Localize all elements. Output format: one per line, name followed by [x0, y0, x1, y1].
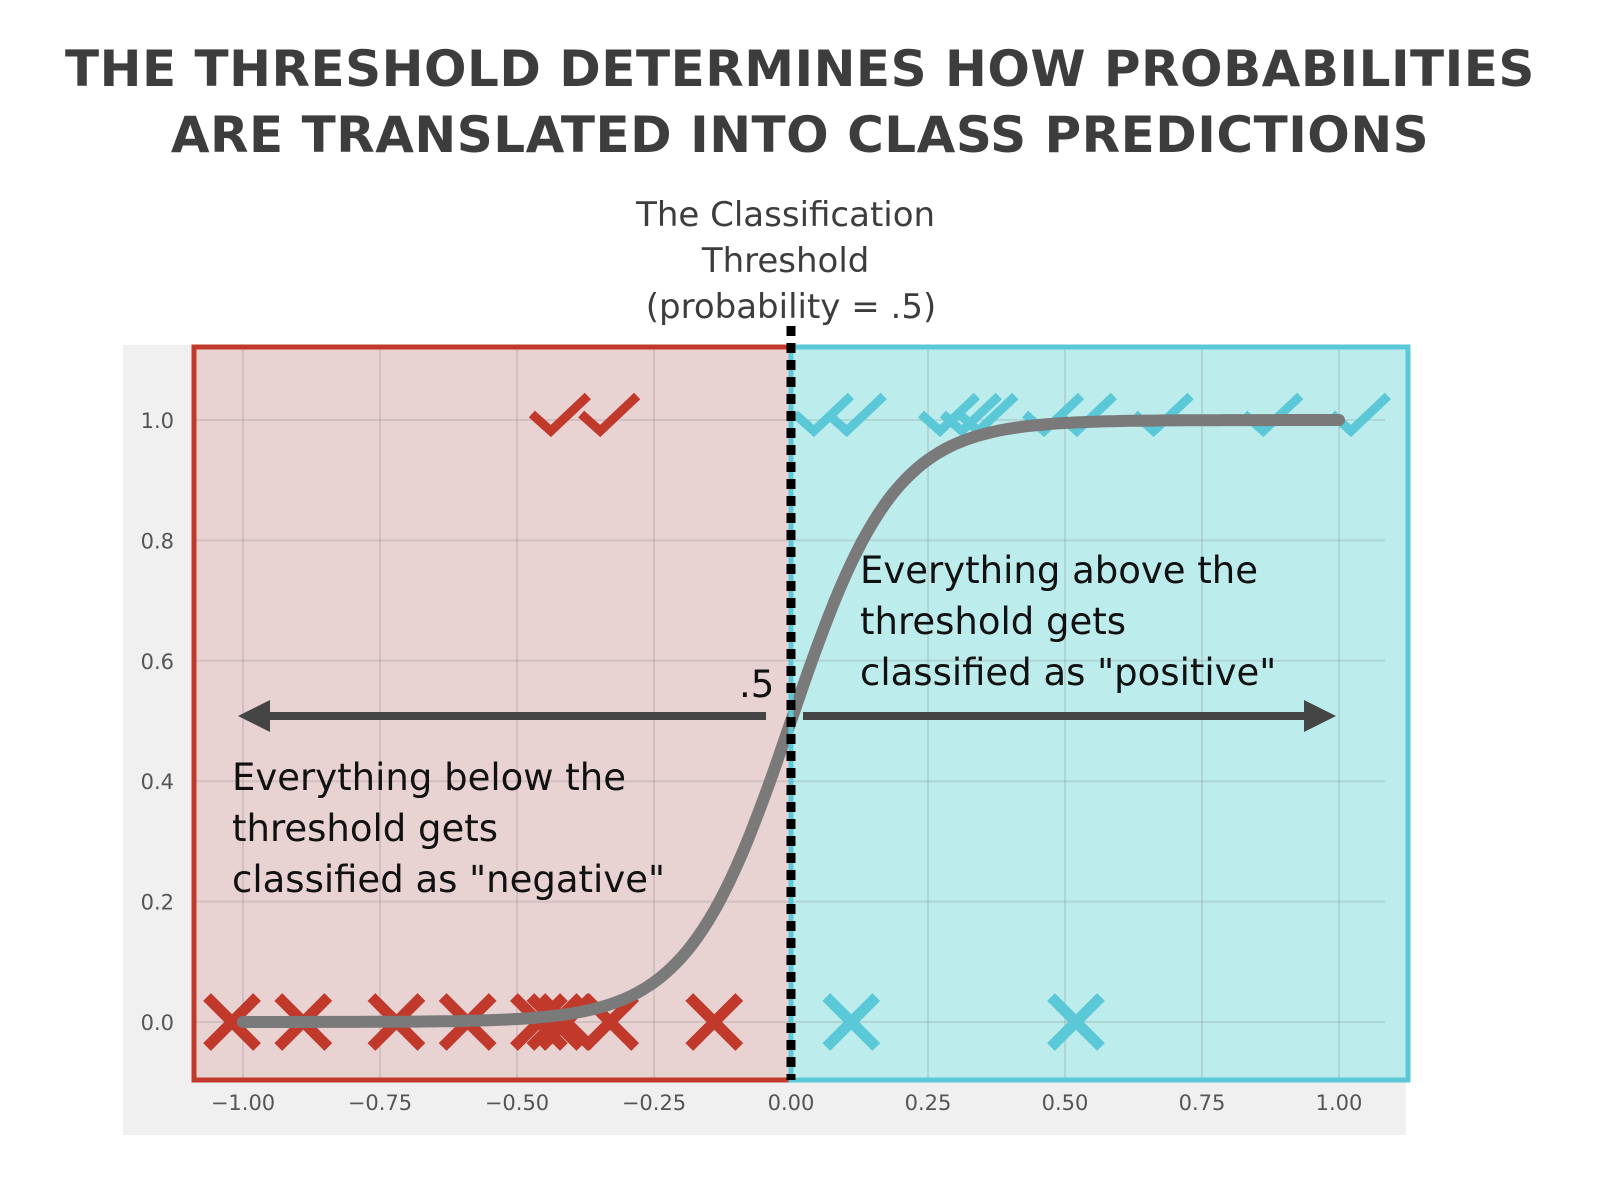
threshold-label-line-3: (probability = .5)	[646, 287, 936, 327]
positive-annotation: Everything above the threshold gets clas…	[860, 549, 1276, 694]
check-marker	[578, 392, 641, 438]
x-tick-label: 0.25	[905, 1091, 952, 1115]
threshold-label: The Classification Threshold (probabilit…	[635, 195, 946, 327]
positive-annotation-line-3: classified as "positive"	[860, 651, 1276, 694]
cross-marker	[822, 993, 881, 1051]
y-axis-tick-labels: 0.0 0.2 0.4 0.6 0.8 1.0	[141, 409, 174, 1035]
check-marker	[791, 392, 854, 438]
positive-region-border	[788, 344, 1411, 1083]
x-tick-label: 0.75	[1179, 1091, 1226, 1115]
negative-annotation-line-1: Everything below the	[232, 756, 626, 799]
positive-annotation-line-2: threshold gets	[860, 600, 1126, 643]
arrow-left-head	[238, 700, 270, 732]
threshold-label-line-1: The Classification	[635, 195, 935, 235]
check-marker	[917, 392, 981, 438]
threshold-label-line-2: Threshold	[701, 241, 870, 281]
y-tick-label: 0.4	[141, 770, 174, 794]
y-tick-label: 0.8	[141, 529, 174, 553]
negative-annotation: Everything below the threshold gets clas…	[232, 756, 665, 901]
x-tick-label: −1.00	[211, 1091, 275, 1115]
y-tick-label: 0.0	[141, 1011, 174, 1035]
title-line-1: THE THRESHOLD DETERMINES HOW PROBABILITI…	[65, 40, 1535, 98]
cross-marker	[203, 993, 261, 1051]
half-label: .5	[739, 663, 774, 706]
y-tick-label: 0.6	[141, 650, 174, 674]
x-tick-label: −0.25	[622, 1091, 686, 1115]
x-tick-label: 0.50	[1042, 1091, 1089, 1115]
cross-marker	[1047, 993, 1105, 1051]
check-marker	[824, 392, 887, 438]
x-tick-label: −0.75	[348, 1091, 412, 1115]
check-marker	[939, 392, 1002, 438]
negative-annotation-line-2: threshold gets	[232, 807, 498, 850]
x-tick-label: 0.00	[768, 1091, 815, 1115]
check-marker	[528, 392, 591, 438]
y-tick-label: 0.2	[141, 891, 174, 915]
positive-annotation-line-1: Everything above the	[860, 549, 1258, 592]
arrow-right	[803, 700, 1336, 732]
negative-annotation-line-3: classified as "negative"	[232, 858, 665, 901]
page-title: THE THRESHOLD DETERMINES HOW PROBABILITI…	[0, 36, 1600, 168]
x-tick-label: 1.00	[1316, 1091, 1363, 1115]
arrow-left	[238, 700, 766, 732]
arrow-right-head	[1304, 700, 1336, 732]
cross-marker	[685, 993, 744, 1051]
title-line-2: ARE TRANSLATED INTO CLASS PREDICTIONS	[170, 106, 1430, 164]
x-tick-label: −0.50	[485, 1091, 549, 1115]
y-tick-label: 1.0	[141, 409, 174, 433]
cross-marker	[526, 993, 585, 1051]
x-axis-tick-labels: −1.00 −0.75 −0.50 −0.25 0.00 0.25 0.50 0.75 1.00	[211, 1091, 1363, 1115]
